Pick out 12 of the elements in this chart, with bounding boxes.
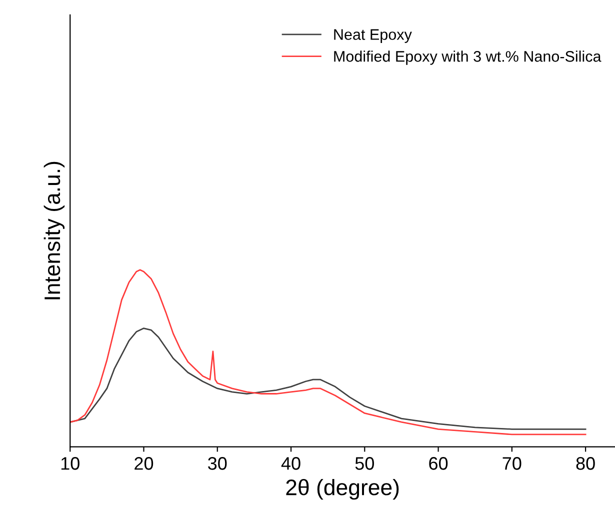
x-tick-label: 70: [502, 457, 522, 470]
x-tick-label: 30: [208, 457, 227, 470]
x-tick-label: 80: [576, 457, 595, 470]
x-tick-label: 20: [134, 457, 154, 470]
x-tick-label: 40: [281, 457, 300, 470]
x-tick-label: 10: [61, 457, 80, 470]
x-axis-title: 2θ (degree): [286, 478, 399, 500]
x-tick-label: 60: [429, 457, 448, 470]
legend-label: Modified Epoxy with 3 wt.% Nano-Silica: [334, 50, 602, 65]
legend-label: Neat Epoxy: [334, 29, 412, 43]
x-tick-label: 50: [355, 457, 374, 470]
y-axis-title: Intensity (a.u.): [44, 162, 65, 300]
